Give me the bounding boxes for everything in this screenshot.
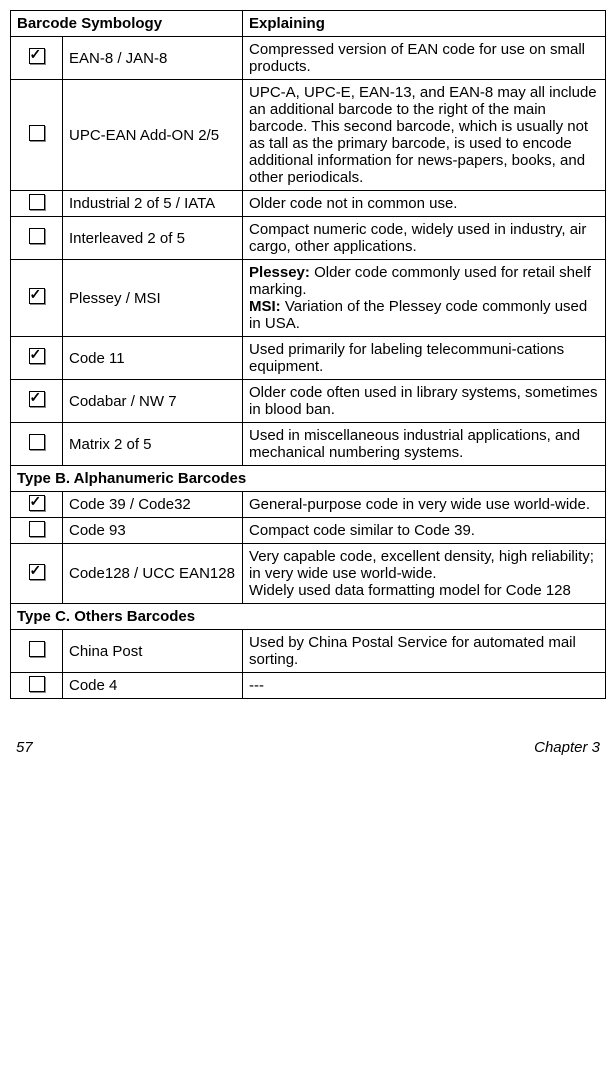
explaining-text: General-purpose code in very wide use wo…: [243, 492, 606, 518]
table-row: Matrix 2 of 5Used in miscellaneous indus…: [11, 423, 606, 466]
symbology-name: Code 4: [63, 673, 243, 699]
symbology-name: Codabar / NW 7: [63, 380, 243, 423]
explaining-text: Older code not in common use.: [243, 191, 606, 217]
explaining-text: Older code often used in library systems…: [243, 380, 606, 423]
checkbox[interactable]: [29, 228, 45, 244]
table-row: Codabar / NW 7Older code often used in l…: [11, 380, 606, 423]
checkbox-cell: [11, 191, 63, 217]
symbology-name: Code 39 / Code32: [63, 492, 243, 518]
table-row: Code 39 / Code32General-purpose code in …: [11, 492, 606, 518]
symbology-name: Code128 / UCC EAN128: [63, 544, 243, 604]
symbology-name: UPC-EAN Add-ON 2/5: [63, 80, 243, 191]
checkbox[interactable]: [29, 125, 45, 141]
checkbox-cell: [11, 217, 63, 260]
checkbox[interactable]: [29, 48, 45, 64]
page-footer: 57 Chapter 3: [10, 739, 606, 756]
checkbox-cell: [11, 337, 63, 380]
section-title: Type C. Others Barcodes: [11, 604, 606, 630]
header-symbology: Barcode Symbology: [11, 11, 243, 37]
symbology-name: Plessey / MSI: [63, 260, 243, 337]
checkbox-cell: [11, 518, 63, 544]
checkbox-cell: [11, 492, 63, 518]
symbology-name: China Post: [63, 630, 243, 673]
symbology-name: Industrial 2 of 5 / IATA: [63, 191, 243, 217]
symbology-name: Interleaved 2 of 5: [63, 217, 243, 260]
explaining-text: Used primarily for labeling telecommuni-…: [243, 337, 606, 380]
checkbox[interactable]: [29, 521, 45, 537]
table-row: Code 93Compact code similar to Code 39.: [11, 518, 606, 544]
page-number: 57: [16, 739, 33, 756]
explaining-text: Compressed version of EAN code for use o…: [243, 37, 606, 80]
table-row: Interleaved 2 of 5Compact numeric code, …: [11, 217, 606, 260]
table-row: UPC-EAN Add-ON 2/5UPC-A, UPC-E, EAN-13, …: [11, 80, 606, 191]
table-row: Code 11Used primarily for labeling telec…: [11, 337, 606, 380]
barcode-table: Barcode Symbology Explaining EAN-8 / JAN…: [10, 10, 606, 699]
explaining-text: Compact numeric code, widely used in ind…: [243, 217, 606, 260]
checkbox-cell: [11, 260, 63, 337]
symbology-name: Matrix 2 of 5: [63, 423, 243, 466]
table-row: Code128 / UCC EAN128Very capable code, e…: [11, 544, 606, 604]
checkbox[interactable]: [29, 564, 45, 580]
checkbox[interactable]: [29, 391, 45, 407]
checkbox-cell: [11, 37, 63, 80]
checkbox-cell: [11, 423, 63, 466]
table-row: Code 4---: [11, 673, 606, 699]
symbology-name: EAN-8 / JAN-8: [63, 37, 243, 80]
checkbox[interactable]: [29, 676, 45, 692]
checkbox[interactable]: [29, 194, 45, 210]
explaining-text: ---: [243, 673, 606, 699]
checkbox[interactable]: [29, 434, 45, 450]
table-row: Industrial 2 of 5 / IATAOlder code not i…: [11, 191, 606, 217]
checkbox[interactable]: [29, 288, 45, 304]
explaining-text: Compact code similar to Code 39.: [243, 518, 606, 544]
table-row: EAN-8 / JAN-8Compressed version of EAN c…: [11, 37, 606, 80]
checkbox-cell: [11, 380, 63, 423]
checkbox-cell: [11, 630, 63, 673]
checkbox-cell: [11, 673, 63, 699]
table-header-row: Barcode Symbology Explaining: [11, 11, 606, 37]
checkbox-cell: [11, 80, 63, 191]
checkbox[interactable]: [29, 348, 45, 364]
symbology-name: Code 93: [63, 518, 243, 544]
table-row: China PostUsed by China Postal Service f…: [11, 630, 606, 673]
checkbox-cell: [11, 544, 63, 604]
chapter-label: Chapter 3: [534, 739, 600, 756]
section-row: Type C. Others Barcodes: [11, 604, 606, 630]
explaining-text: UPC-A, UPC-E, EAN-13, and EAN-8 may all …: [243, 80, 606, 191]
symbology-name: Code 11: [63, 337, 243, 380]
checkbox[interactable]: [29, 495, 45, 511]
explaining-text: Used by China Postal Service for automat…: [243, 630, 606, 673]
table-row: Plessey / MSIPlessey: Older code commonl…: [11, 260, 606, 337]
section-title: Type B. Alphanumeric Barcodes: [11, 466, 606, 492]
checkbox[interactable]: [29, 641, 45, 657]
explaining-text: Plessey: Older code commonly used for re…: [243, 260, 606, 337]
section-row: Type B. Alphanumeric Barcodes: [11, 466, 606, 492]
explaining-text: Very capable code, excellent density, hi…: [243, 544, 606, 604]
explaining-text: Used in miscellaneous industrial applica…: [243, 423, 606, 466]
header-explaining: Explaining: [243, 11, 606, 37]
